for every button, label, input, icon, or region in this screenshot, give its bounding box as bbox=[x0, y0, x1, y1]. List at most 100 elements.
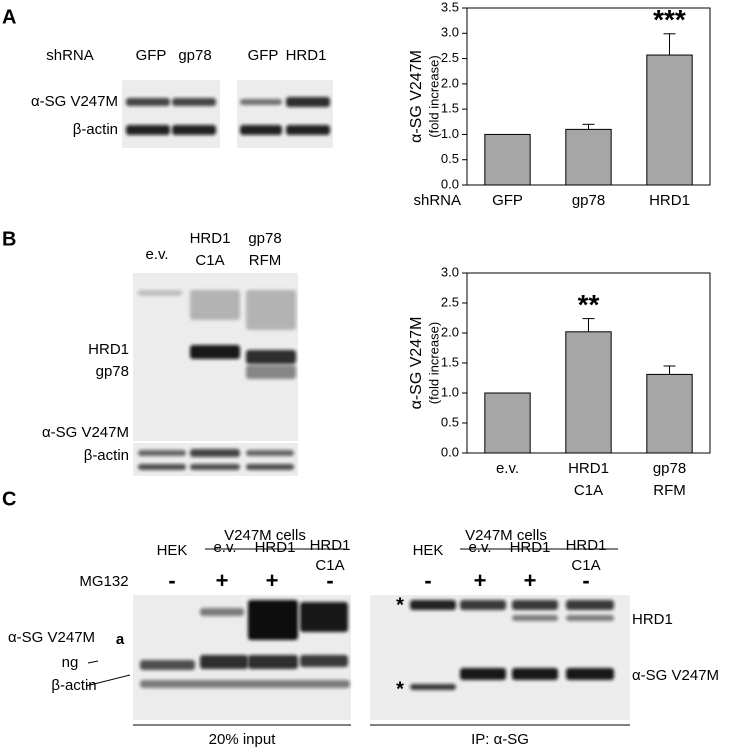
blot-band bbox=[246, 350, 296, 364]
y-tick-label: 0.5 bbox=[441, 151, 459, 166]
blot-band bbox=[300, 602, 348, 632]
band-label: a bbox=[116, 631, 125, 648]
blot-band bbox=[240, 125, 282, 135]
bar bbox=[484, 133, 531, 186]
blot-band bbox=[126, 98, 170, 106]
blot-band bbox=[190, 290, 240, 320]
y-tick-label: 2.5 bbox=[441, 50, 459, 65]
lane-label: gp78 bbox=[178, 47, 211, 64]
y-tick-label: 1.0 bbox=[441, 384, 459, 399]
y-tick-label: 0.0 bbox=[441, 444, 459, 459]
lane-label: GFP bbox=[136, 47, 167, 64]
blot-band bbox=[190, 449, 240, 457]
band-label: α-SG V247M bbox=[42, 424, 129, 441]
x-tick-label: e.v. bbox=[496, 460, 519, 477]
blot-band bbox=[172, 98, 216, 106]
bar bbox=[646, 54, 693, 186]
y-tick-label: 3.0 bbox=[441, 25, 459, 40]
star: * bbox=[396, 678, 404, 700]
band-label: HRD1 bbox=[88, 341, 129, 358]
blot-band bbox=[300, 655, 348, 667]
y-axis-label: α-SG V247M bbox=[408, 50, 425, 143]
band-label: β-actin bbox=[51, 677, 96, 694]
lane-label: e.v. bbox=[213, 539, 236, 556]
blot-band bbox=[248, 600, 298, 640]
group-label: V247M cells bbox=[465, 527, 547, 544]
y-tick-label: 1.5 bbox=[441, 101, 459, 116]
x-axis-label: shRNA bbox=[413, 192, 461, 209]
blot-band bbox=[410, 684, 456, 690]
y-tick-label: 2.0 bbox=[441, 324, 459, 339]
sign: - bbox=[582, 568, 589, 593]
blot-band bbox=[138, 450, 186, 456]
blot-band bbox=[248, 655, 298, 669]
y-tick-label: 3.5 bbox=[441, 0, 459, 14]
lane-label: e.v. bbox=[468, 539, 491, 556]
panel-label: B bbox=[2, 228, 16, 250]
error-bar bbox=[582, 123, 595, 130]
x-tick-label: gp78 bbox=[572, 192, 605, 209]
sign: + bbox=[474, 568, 487, 593]
blot-band bbox=[286, 125, 330, 135]
blot bbox=[370, 595, 630, 720]
lane-label: gp78 RFM bbox=[248, 230, 281, 269]
x-tick-label: gp78 RFM bbox=[653, 460, 686, 499]
band-label: gp78 bbox=[96, 363, 129, 380]
blot-band bbox=[566, 615, 614, 621]
blot-band bbox=[240, 99, 282, 105]
blot bbox=[133, 443, 298, 476]
error-bar bbox=[582, 318, 595, 332]
blot-band bbox=[512, 615, 558, 621]
blot-band bbox=[246, 450, 294, 456]
blot-band bbox=[138, 290, 182, 296]
band-label: α-SG V247M bbox=[8, 629, 95, 646]
band-label: ng bbox=[62, 654, 79, 671]
bar bbox=[565, 331, 612, 454]
star: * bbox=[396, 594, 404, 616]
blot-band bbox=[286, 97, 330, 107]
sign: + bbox=[216, 568, 229, 593]
band-label: HRD1 bbox=[632, 611, 673, 628]
hek-label: HEK bbox=[157, 542, 188, 559]
lane-label: HRD1 bbox=[286, 47, 327, 64]
lane-label: HRD1 bbox=[255, 539, 296, 556]
hek-label: HEK bbox=[413, 542, 444, 559]
error-bar bbox=[663, 365, 676, 375]
blot-band bbox=[172, 125, 216, 135]
lane-label: GFP bbox=[248, 47, 279, 64]
sign: + bbox=[266, 568, 279, 593]
rule bbox=[85, 674, 131, 687]
lane-label: HRD1 C1A bbox=[190, 230, 231, 269]
x-tick-label: HRD1 C1A bbox=[568, 460, 609, 499]
annotation: ** bbox=[578, 289, 600, 320]
blot-band bbox=[200, 655, 248, 669]
blot-band bbox=[512, 600, 558, 610]
lane-label: HRD1 bbox=[510, 539, 551, 556]
band-label: α-SG V247M bbox=[632, 667, 719, 684]
blot-band bbox=[512, 668, 558, 680]
blot bbox=[122, 80, 220, 148]
caption: IP: α-SG bbox=[471, 731, 529, 748]
band-label: β-actin bbox=[73, 121, 118, 138]
y-axis-label: α-SG V247M bbox=[408, 317, 425, 410]
blot-band bbox=[246, 365, 296, 379]
band-label: β-actin bbox=[84, 447, 129, 464]
y-tick-label: 1.5 bbox=[441, 354, 459, 369]
treatment-label: MG132 bbox=[79, 573, 128, 590]
y-tick-label: 2.0 bbox=[441, 75, 459, 90]
x-tick-label: GFP bbox=[492, 192, 523, 209]
blot-band bbox=[410, 600, 456, 610]
bar bbox=[646, 373, 693, 454]
sign: - bbox=[424, 568, 431, 593]
blot bbox=[237, 80, 333, 148]
blot-band bbox=[246, 290, 296, 330]
blot-band bbox=[460, 600, 506, 610]
group-label: V247M cells bbox=[224, 527, 306, 544]
annotation: *** bbox=[653, 4, 686, 35]
band-label: α-SG V247M bbox=[31, 93, 118, 110]
lane-label: HRD1 C1A bbox=[566, 537, 607, 574]
blot-band bbox=[246, 464, 294, 470]
y-tick-label: 3.0 bbox=[441, 264, 459, 279]
error-bar bbox=[663, 33, 676, 56]
